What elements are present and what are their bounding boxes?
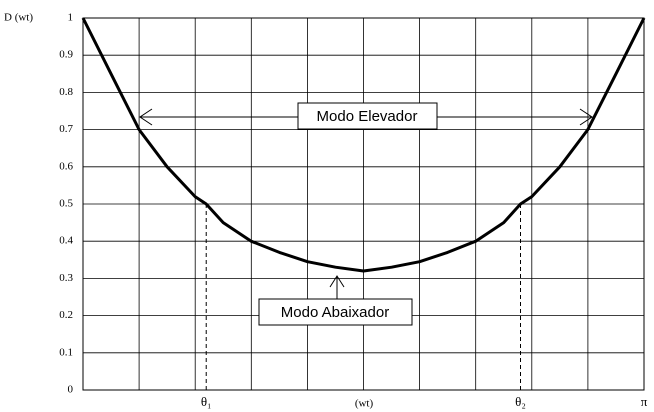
y-tick-label: 0.6 (59, 160, 73, 172)
y-tick-label: 0.5 (59, 198, 73, 210)
arrow-head (139, 108, 153, 126)
arrow-head (329, 275, 345, 288)
x-tick-label: π (641, 394, 648, 409)
y-tick-label: 0 (68, 384, 74, 396)
plot-frame (82, 17, 645, 391)
y-tick-label: 0.4 (59, 235, 73, 247)
annotation: Modo Elevador (317, 108, 418, 125)
annotation: Modo Abaixador (281, 304, 389, 321)
arrow-head (579, 108, 593, 126)
y-tick-label: 1 (68, 12, 74, 24)
y-tick-label: 0.3 (59, 272, 73, 284)
x-tick-label: θ₂ (515, 394, 526, 409)
curve (81, 17, 646, 273)
y-axis-label: D (wt) (4, 12, 33, 24)
y-tick-label: 0.1 (59, 346, 73, 358)
y-tick-label: 0.7 (59, 123, 73, 135)
y-tick-label: 0.2 (59, 309, 73, 321)
y-tick-label: 0.9 (59, 49, 73, 61)
annotation-box (258, 298, 413, 326)
x-tick-label: θ₁ (201, 394, 212, 409)
x-axis-label: (wt) (355, 398, 374, 410)
annotation-box (297, 102, 438, 130)
y-tick-label: 0.8 (59, 86, 73, 98)
